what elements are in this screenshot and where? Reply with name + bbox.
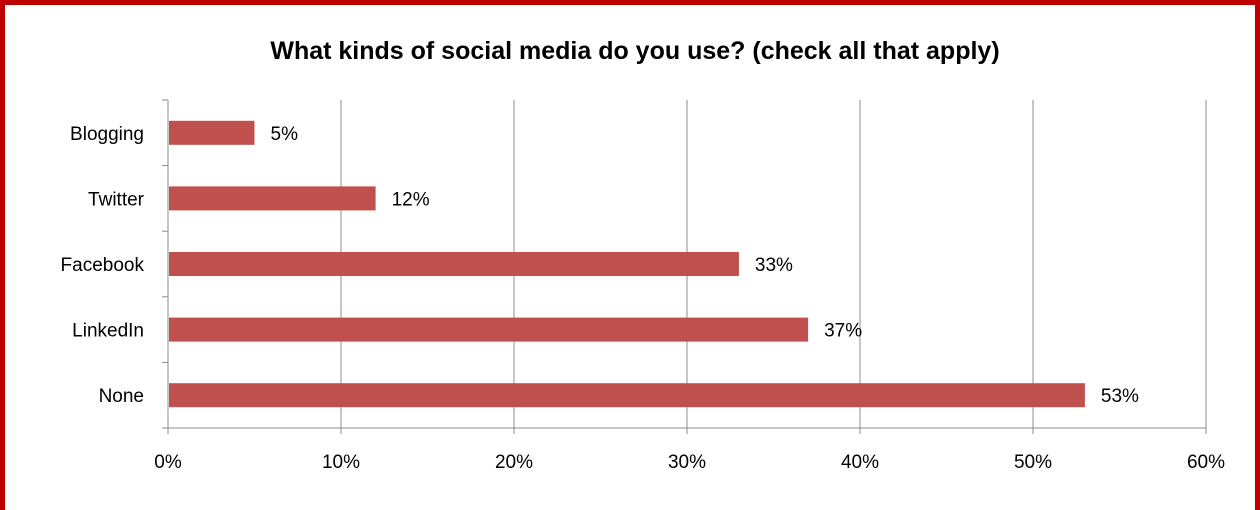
x-tick-label: 0%: [154, 452, 182, 473]
value-label: 5%: [271, 124, 299, 145]
category-label: Facebook: [61, 255, 145, 276]
value-label: 37%: [824, 321, 862, 342]
x-tick-label: 30%: [668, 452, 706, 473]
chart-title: What kinds of social media do you use? (…: [270, 37, 1000, 65]
bar-facebook: [169, 252, 739, 276]
bar-none: [169, 383, 1085, 408]
x-tick-label: 10%: [322, 452, 360, 473]
x-tick-label: 20%: [495, 452, 533, 473]
value-label: 33%: [755, 255, 793, 276]
x-tick-label: 40%: [841, 452, 879, 473]
value-label: 12%: [392, 189, 430, 210]
bar-blogging: [169, 120, 255, 145]
bar-twitter: [169, 186, 376, 211]
category-label: Twitter: [88, 189, 145, 210]
x-tick-label: 50%: [1014, 452, 1052, 473]
x-tick-label: 60%: [1187, 452, 1225, 473]
category-label: Blogging: [70, 124, 144, 145]
bar-linkedin: [169, 317, 809, 342]
value-label: 53%: [1101, 386, 1139, 407]
category-label: LinkedIn: [72, 321, 144, 342]
category-label: None: [99, 386, 144, 407]
